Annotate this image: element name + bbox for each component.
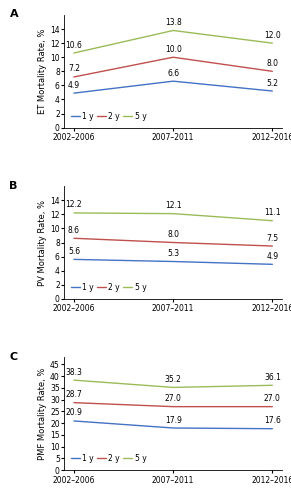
Line: 1 y: 1 y [74, 421, 272, 428]
Text: 27.0: 27.0 [264, 394, 281, 403]
2 y [171, 404, 175, 409]
Line: 2 y: 2 y [74, 238, 272, 246]
2 y [271, 243, 274, 249]
Text: 5.6: 5.6 [68, 247, 80, 256]
Text: 8.0: 8.0 [266, 59, 278, 68]
1 y [72, 418, 76, 424]
2 y [271, 68, 274, 74]
Text: 27.0: 27.0 [165, 394, 182, 403]
Line: 2 y: 2 y [74, 402, 272, 406]
Text: 12.2: 12.2 [66, 200, 82, 209]
Text: B: B [9, 180, 18, 190]
Legend: 1 y, 2 y, 5 y: 1 y, 2 y, 5 y [68, 451, 150, 466]
Line: 1 y: 1 y [74, 81, 272, 93]
Y-axis label: PV Mortality Rate, %: PV Mortality Rate, % [38, 200, 47, 286]
1 y [171, 258, 175, 264]
Text: 17.6: 17.6 [264, 416, 281, 425]
Text: 12.1: 12.1 [165, 201, 182, 210]
Text: 13.8: 13.8 [165, 18, 182, 27]
2 y [171, 240, 175, 246]
Text: 6.6: 6.6 [167, 68, 179, 78]
Text: 5.2: 5.2 [266, 78, 278, 88]
5 y [72, 210, 76, 216]
5 y [171, 28, 175, 34]
Legend: 1 y, 2 y, 5 y: 1 y, 2 y, 5 y [68, 108, 150, 124]
Text: 7.2: 7.2 [68, 64, 80, 74]
Y-axis label: ET Mortality Rate, %: ET Mortality Rate, % [38, 28, 47, 114]
5 y [271, 218, 274, 224]
Text: 8.0: 8.0 [167, 230, 179, 239]
Line: 1 y: 1 y [74, 260, 272, 264]
Line: 5 y: 5 y [74, 30, 272, 53]
2 y [72, 74, 76, 80]
1 y [171, 78, 175, 84]
Text: 20.9: 20.9 [65, 408, 82, 418]
Text: 4.9: 4.9 [68, 80, 80, 90]
Text: 5.3: 5.3 [167, 249, 179, 258]
Text: 10.0: 10.0 [165, 45, 182, 54]
Text: C: C [9, 352, 17, 362]
Text: 4.9: 4.9 [266, 252, 278, 261]
Text: 38.3: 38.3 [65, 368, 82, 376]
5 y [171, 384, 175, 390]
2 y [72, 400, 76, 406]
Text: 17.9: 17.9 [165, 416, 182, 424]
2 y [72, 236, 76, 242]
Text: 11.1: 11.1 [264, 208, 281, 217]
2 y [171, 54, 175, 60]
5 y [171, 210, 175, 216]
1 y [271, 426, 274, 432]
5 y [271, 382, 274, 388]
Text: 36.1: 36.1 [264, 373, 281, 382]
Line: 2 y: 2 y [74, 57, 272, 77]
Line: 5 y: 5 y [74, 380, 272, 388]
2 y [271, 404, 274, 409]
1 y [171, 425, 175, 431]
Text: 10.6: 10.6 [65, 40, 82, 50]
5 y [72, 377, 76, 383]
Text: 8.6: 8.6 [68, 226, 80, 235]
Legend: 1 y, 2 y, 5 y: 1 y, 2 y, 5 y [68, 280, 150, 295]
Text: 28.7: 28.7 [65, 390, 82, 399]
1 y [72, 90, 76, 96]
Text: A: A [9, 10, 18, 20]
5 y [72, 50, 76, 56]
Text: 12.0: 12.0 [264, 30, 281, 40]
1 y [271, 262, 274, 268]
Text: 35.2: 35.2 [165, 375, 182, 384]
Y-axis label: PMF Mortality Rate, %: PMF Mortality Rate, % [38, 368, 47, 460]
1 y [72, 256, 76, 262]
1 y [271, 88, 274, 94]
Text: 7.5: 7.5 [266, 234, 278, 242]
Line: 5 y: 5 y [74, 213, 272, 220]
5 y [271, 40, 274, 46]
